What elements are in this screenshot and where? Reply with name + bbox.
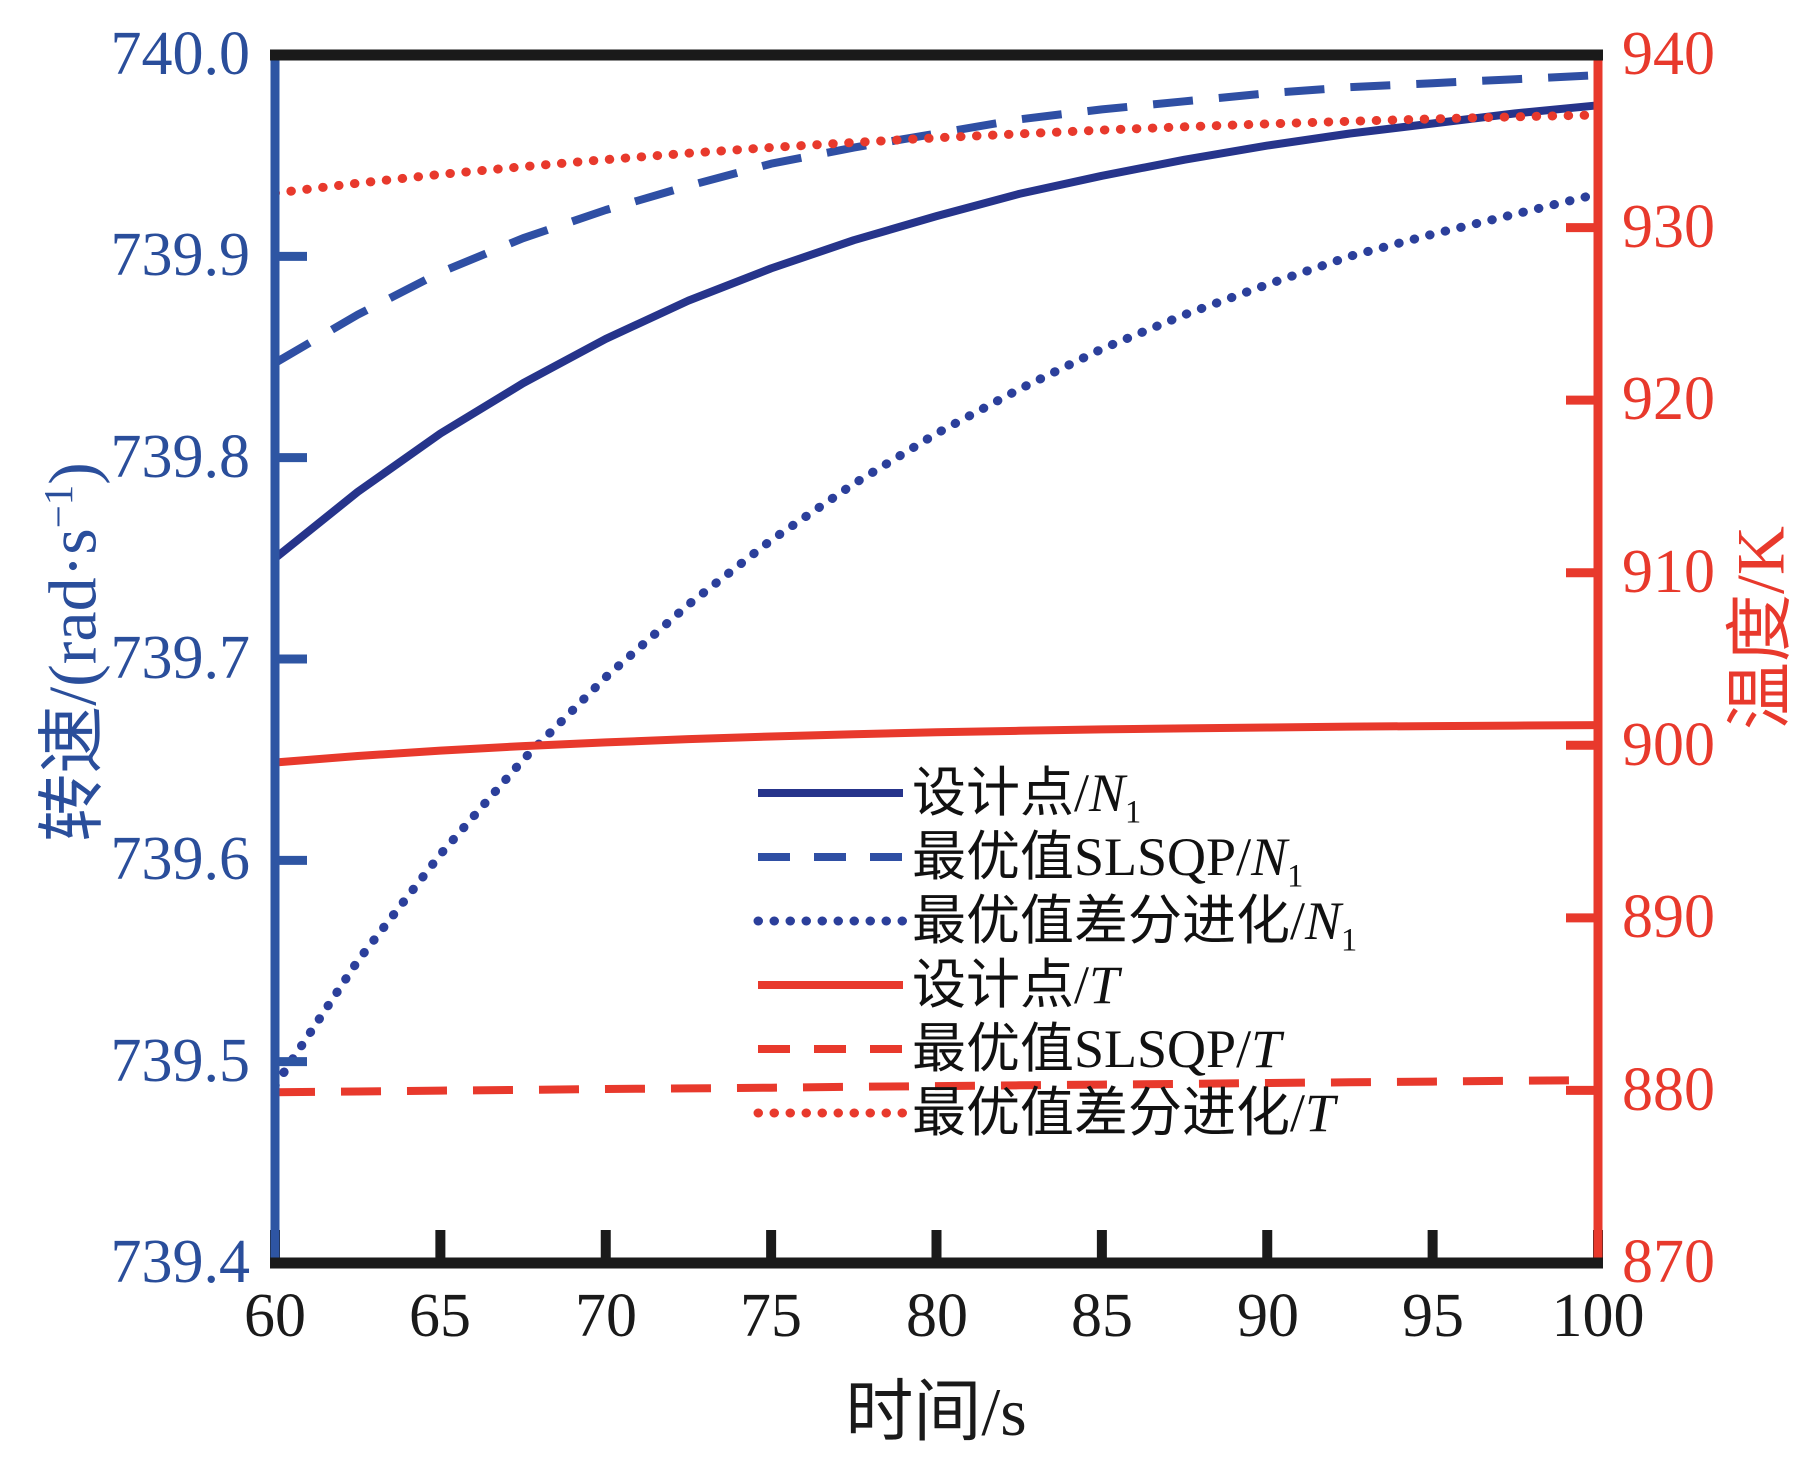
y-left-tick-label: 739.5 — [110, 1027, 251, 1095]
y-right-tick-label: 920 — [1622, 365, 1715, 433]
series-dotted-right — [270, 110, 1603, 198]
y-right-axis-title: 温度/K — [1722, 525, 1799, 731]
x-tick-label: 60 — [244, 1282, 306, 1350]
y-left-tick-label: 739.7 — [110, 624, 251, 692]
y-left-tick-label: 739.4 — [110, 1228, 251, 1296]
x-tick-label: 70 — [575, 1282, 637, 1350]
series-dotted-left — [270, 189, 1603, 1091]
y-right-tick-label: 900 — [1622, 711, 1715, 779]
x-tick-label: 65 — [409, 1282, 471, 1350]
x-tick-label: 80 — [906, 1282, 968, 1350]
y-right-tick-label: 890 — [1622, 883, 1715, 951]
series-dashed-right — [274, 1076, 1599, 1097]
x-tick-label: 95 — [1402, 1282, 1464, 1350]
x-tick-label: 90 — [1237, 1282, 1299, 1350]
y-left-tick-label: 739.6 — [110, 825, 251, 893]
y-right-tick-label: 940 — [1622, 20, 1715, 88]
x-tick-label: 85 — [1071, 1282, 1133, 1350]
y-right-tick-label: 910 — [1622, 538, 1715, 606]
y-left-axis-title: 转速/(rad·s−1) — [34, 462, 111, 842]
y-left-tick-label: 740.0 — [110, 20, 251, 88]
y-left-tick-label: 739.8 — [110, 423, 251, 491]
x-tick-label: 100 — [1551, 1282, 1645, 1350]
series-solid-left — [272, 101, 1599, 562]
y-right-tick-label: 870 — [1622, 1228, 1715, 1296]
x-axis-title: 时间/s — [845, 1374, 1027, 1450]
series-dashed-left — [272, 71, 1599, 367]
y-right-tick-label: 880 — [1622, 1056, 1715, 1124]
y-right-tick-label: 930 — [1622, 193, 1715, 261]
y-left-tick-label: 739.9 — [110, 221, 251, 289]
x-tick-label: 75 — [740, 1282, 802, 1350]
series-solid-right — [274, 721, 1599, 767]
